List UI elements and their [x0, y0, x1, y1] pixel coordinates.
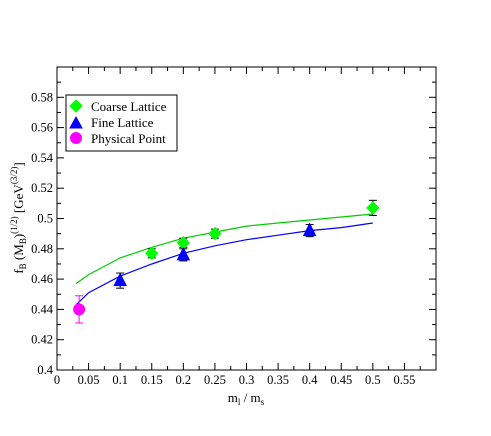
x-tick-label: 0.3: [239, 373, 255, 387]
data-points: [73, 199, 380, 324]
y-axis-label: fB (MB)(1/2) [GeV(3/2)]: [9, 162, 28, 273]
x-tick-label: 0.45: [330, 373, 352, 387]
x-tick-label: 0.35: [267, 373, 289, 387]
fine-lattice-point: [176, 246, 191, 261]
legend-label-coarse-lattice: Coarse Lattice: [91, 99, 167, 114]
y-tick-label: 0.42: [31, 333, 53, 347]
x-tick-label: 0.4: [302, 373, 318, 387]
physical-point-point: [73, 303, 86, 316]
y-tick-label: 0.44: [31, 302, 54, 316]
legend-label-fine-lattice: Fine Lattice: [91, 115, 154, 130]
x-tick-label: 0.55: [393, 373, 415, 387]
y-tick-label: 0.56: [31, 121, 53, 135]
x-tick-label: 0.5: [365, 373, 381, 387]
y-tick-label: 0.58: [31, 90, 53, 104]
y-tick-label: 0.48: [31, 242, 53, 256]
y-tick-label: 0.46: [31, 272, 53, 286]
legend-marker-coarse-lattice: [69, 99, 83, 113]
coarse-lattice-point: [366, 201, 380, 215]
axis-ticks: 0 0.05 0.1 0.15 0.2 0.25 0.3 0.35 0.4 0.45 0.5 0.55…: [31, 67, 436, 387]
x-tick-label: 0.1: [112, 373, 128, 387]
y-tick-label: 0.52: [31, 181, 53, 195]
y-tick-label: 0.5: [37, 212, 53, 226]
fit-curve-2: [75, 222, 373, 306]
fit-curves: [75, 213, 373, 306]
legend: Coarse Lattice Fine Lattice Physical Poi…: [65, 94, 178, 152]
legend-box: [65, 94, 178, 152]
legend-marker-fine-lattice: [69, 115, 83, 129]
y-tick-label: 0.54: [31, 151, 54, 165]
legend-label-physical-point: Physical Point: [91, 131, 166, 146]
legend-marker-physical-point: [70, 132, 82, 144]
fine-lattice-point: [113, 272, 127, 287]
x-tick-label: 0.15: [141, 373, 163, 387]
x-tick-label: 0.05: [78, 373, 100, 387]
x-tick-label: 0: [54, 373, 60, 387]
x-tick-label: 0.2: [176, 373, 192, 387]
fine-lattice-point: [302, 222, 317, 237]
coarse-lattice-point: [208, 226, 222, 241]
y-tick-label: 0.4: [37, 363, 53, 377]
x-axis-label: ml / ms: [228, 390, 265, 407]
coarse-lattice-point: [145, 246, 159, 261]
x-tick-label: 0.25: [204, 373, 226, 387]
